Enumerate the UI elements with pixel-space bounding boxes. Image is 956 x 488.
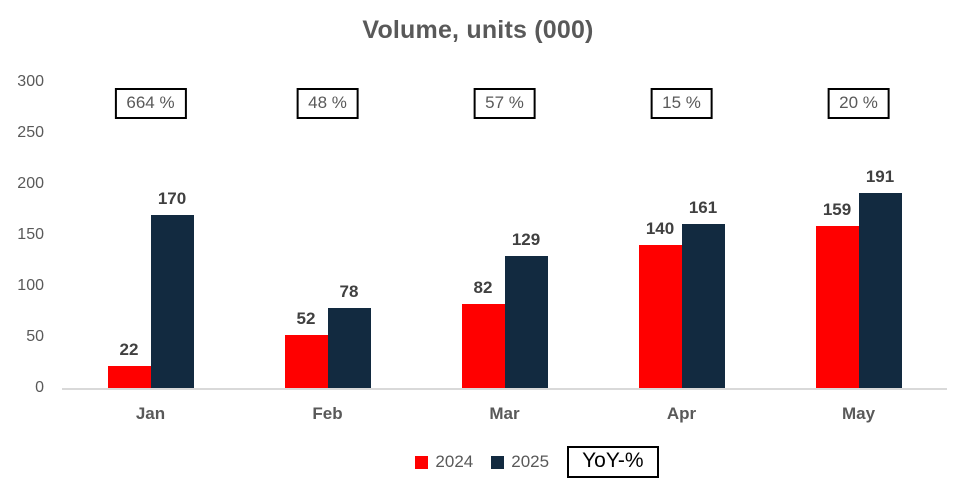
y-tick-label-0: 0 xyxy=(35,379,44,396)
y-tick-label-250: 250 xyxy=(17,124,44,141)
category-group-feb: 48 % 52 78 Feb xyxy=(239,82,416,423)
bar-2024-may xyxy=(815,225,859,388)
bar-2025-mar xyxy=(504,256,548,388)
yoy-annotation-may: 20 % xyxy=(827,88,890,119)
data-label-2025-jan: 170 xyxy=(157,188,187,208)
x-axis-label-jan: Jan xyxy=(135,404,166,423)
legend-item-2025: 2025 xyxy=(491,452,549,472)
bar-2024-jan xyxy=(107,365,151,388)
legend-label-2025: 2025 xyxy=(511,452,550,471)
category-group-may: 20 % 159 191 May xyxy=(770,82,947,423)
y-tick-label-50: 50 xyxy=(26,328,44,345)
category-group-mar: 57 % 82 129 Mar xyxy=(416,82,593,423)
legend: 2024 2025 YoY-% xyxy=(0,446,956,478)
legend-label-2024: 2024 xyxy=(435,452,474,471)
bar-2024-apr xyxy=(638,245,682,388)
data-label-2024-mar: 82 xyxy=(473,278,493,298)
data-label-2024-may: 159 xyxy=(822,199,852,219)
bar-2025-jan xyxy=(150,214,194,388)
category-group-jan: 664 % 22 170 Jan xyxy=(62,82,239,423)
legend-yoy-box: YoY-% xyxy=(567,446,659,478)
legend-swatch-2025 xyxy=(491,455,505,469)
data-label-2025-feb: 78 xyxy=(339,282,359,302)
category-group-apr: 15 % 140 161 Apr xyxy=(593,82,770,423)
bar-2025-apr xyxy=(681,223,725,388)
bar-2024-feb xyxy=(284,334,328,388)
yoy-annotation-apr: 15 % xyxy=(650,88,713,119)
x-axis-label-may: May xyxy=(841,404,876,423)
x-axis-label-feb: Feb xyxy=(312,404,343,423)
bar-2025-may xyxy=(858,193,902,388)
x-axis-label-mar: Mar xyxy=(489,404,520,423)
x-axis-label-apr: Apr xyxy=(666,404,697,423)
legend-swatch-2024 xyxy=(415,455,429,469)
data-label-2025-may: 191 xyxy=(865,167,895,187)
data-label-2024-jan: 22 xyxy=(119,339,139,359)
data-label-2025-apr: 161 xyxy=(688,197,718,217)
bar-2025-feb xyxy=(327,308,371,388)
bar-2024-mar xyxy=(461,304,505,388)
y-tick-label-150: 150 xyxy=(17,226,44,243)
yoy-annotation-jan: 664 % xyxy=(114,88,187,119)
y-tick-label-300: 300 xyxy=(17,73,44,90)
data-label-2024-apr: 140 xyxy=(645,219,675,239)
data-label-2024-feb: 52 xyxy=(296,308,316,328)
data-label-2025-mar: 129 xyxy=(511,230,541,250)
y-tick-label-100: 100 xyxy=(17,277,44,294)
plot-area: 664 % 22 170 Jan 48 % 52 78 Feb 57 % 82 129 Mar 15 %… xyxy=(62,82,947,423)
legend-item-2024: 2024 xyxy=(415,452,473,472)
y-tick-label-200: 200 xyxy=(17,175,44,192)
chart-title: Volume, units (000) xyxy=(362,16,594,44)
yoy-annotation-mar: 57 % xyxy=(473,88,536,119)
yoy-annotation-feb: 48 % xyxy=(296,88,359,119)
